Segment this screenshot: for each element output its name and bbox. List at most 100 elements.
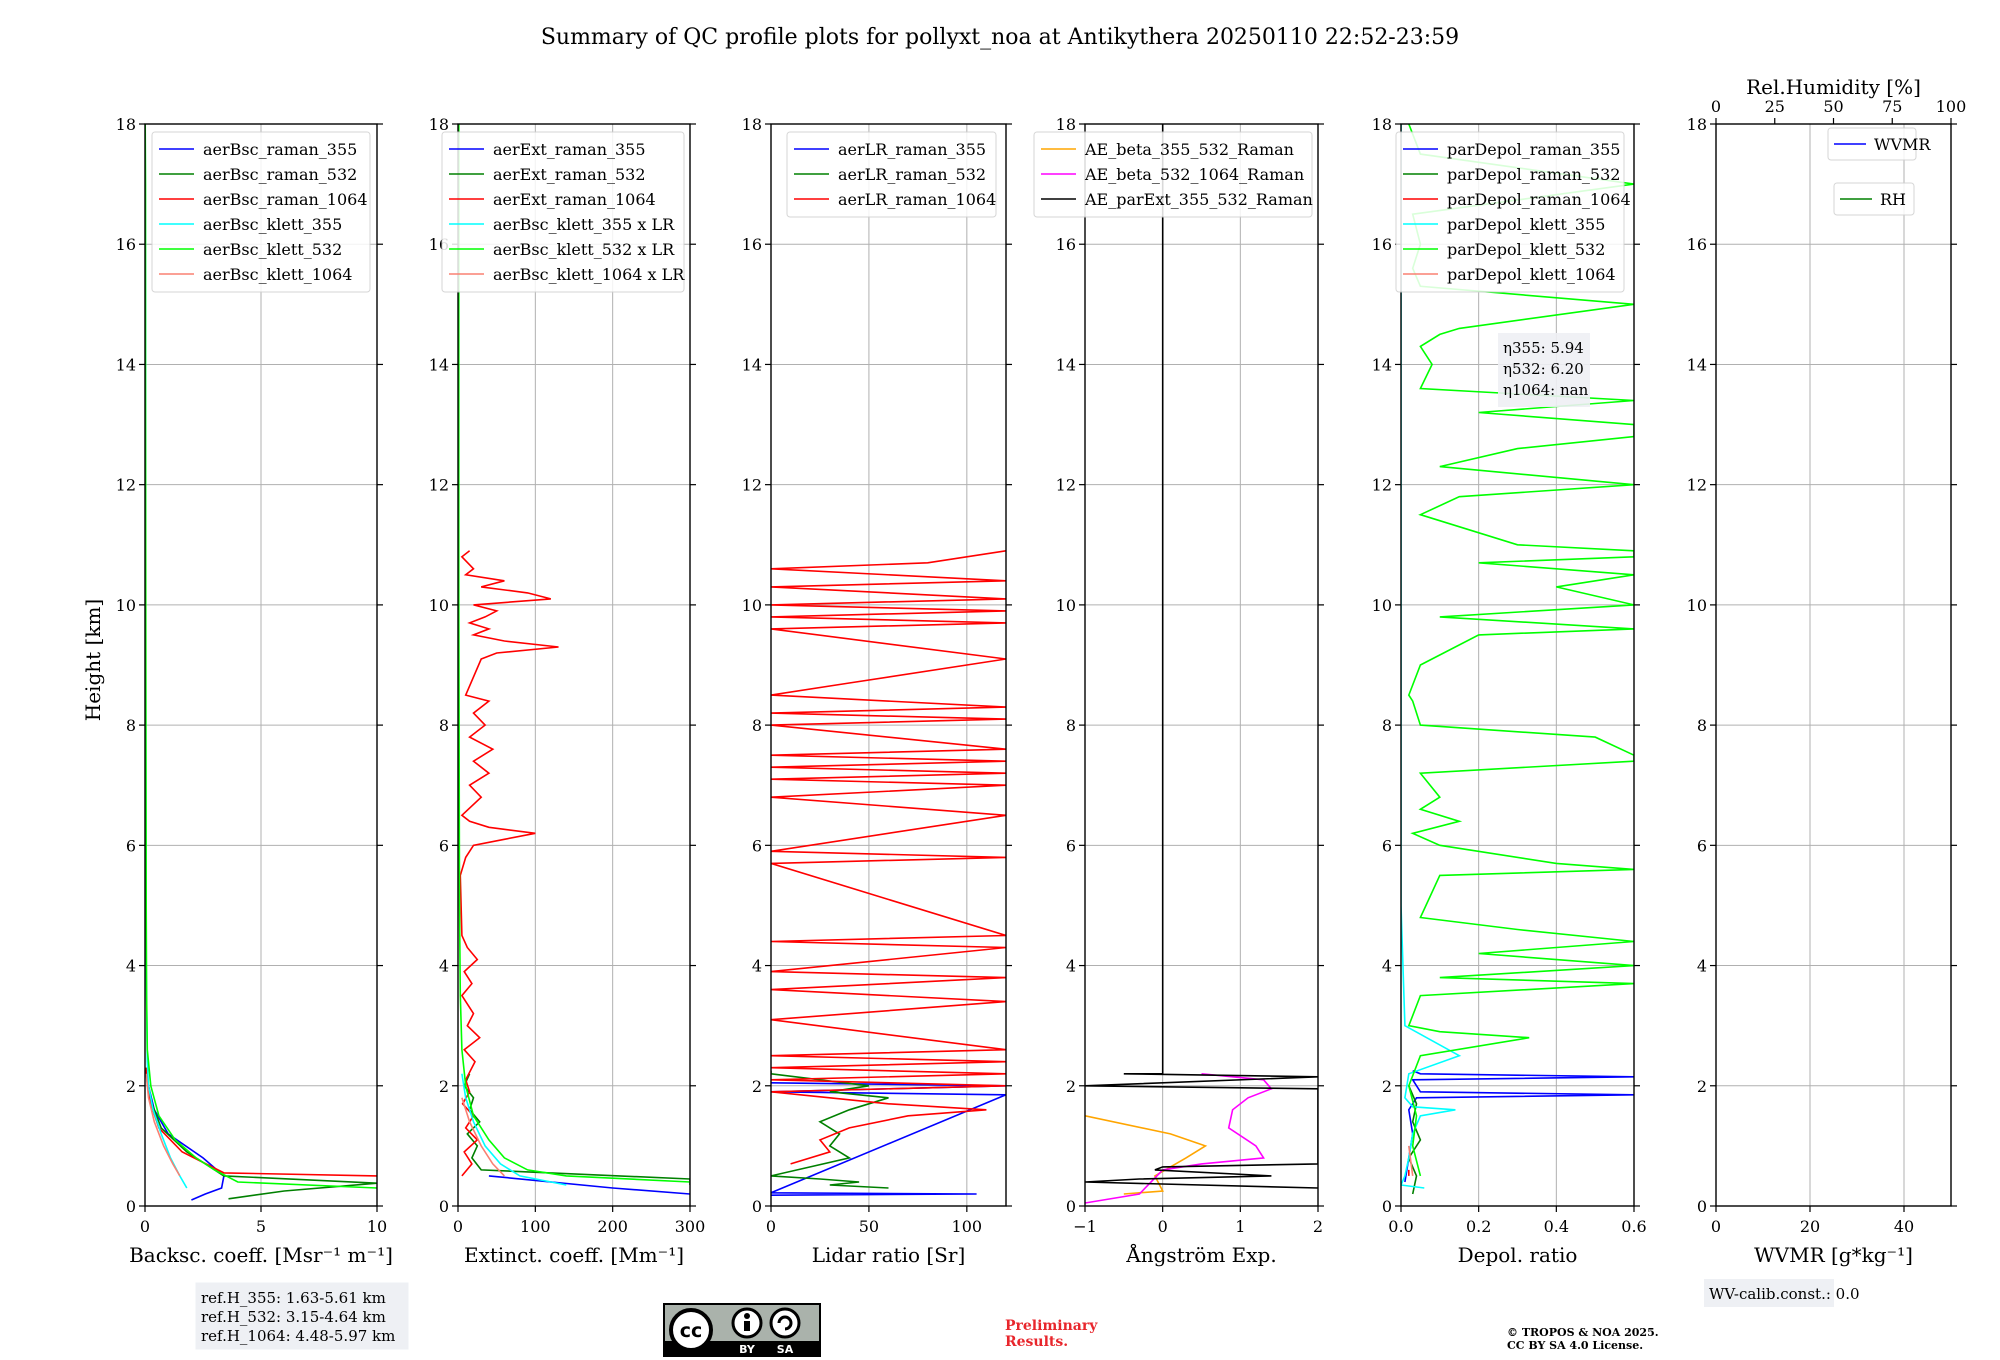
y-axis-label: Height [km]	[81, 599, 105, 721]
ref-height-532: ref.H_532: 3.15-4.64 km	[201, 1308, 386, 1326]
preliminary-line-1: Preliminary	[1005, 1318, 1098, 1334]
y-tick-label: 14	[742, 355, 762, 374]
cc-license-badge: cc BY SA	[663, 1303, 821, 1357]
series-line-aerbsc-raman-355	[145, 1070, 225, 1201]
y-tick-label: 8	[1066, 716, 1076, 735]
legend-label: aerBsc_klett_1064 x LR	[493, 265, 685, 284]
legend-label: aerBsc_klett_355	[203, 215, 342, 234]
wv-calib-text: WV-calib.const.: 0.0	[1709, 1285, 1860, 1303]
series-line-ae-beta-355-532-raman	[1085, 1115, 1208, 1195]
ref-height-1064: ref.H_1064: 4.48-5.97 km	[201, 1327, 395, 1345]
series-line-pardepol-klett-532	[1407, 124, 1634, 1177]
legend-box	[786, 131, 997, 218]
y-tick-label: 10	[1372, 596, 1392, 615]
legend: parDepol_raman_355 parDepol_raman_532 parD…	[1395, 131, 1631, 293]
y-tick-label: 6	[1697, 836, 1707, 855]
x-axis-label: Backsc. coeff. [Msr⁻¹ m⁻¹]	[129, 1243, 393, 1267]
legend-label: parDepol_raman_532	[1447, 165, 1620, 184]
preliminary-line-2: Results.	[1005, 1334, 1068, 1350]
wv-calib-box: WV-calib.const.: 0.0	[1704, 1279, 1860, 1307]
y-tick-label: 12	[429, 476, 449, 495]
series-line-ae-parext-355-532-raman	[1085, 124, 1318, 1189]
x-tick-label: 2	[1313, 1217, 1323, 1236]
legend-label: aerBsc_raman_1064	[203, 190, 368, 209]
legend-label: aerBsc_klett_1064	[203, 265, 352, 284]
badge-sa-label: SA	[777, 1343, 794, 1356]
y-tick-label: 8	[1382, 716, 1392, 735]
x-tick-label: 0	[453, 1217, 463, 1236]
y-tick-label: 18	[742, 115, 762, 134]
legend-box	[151, 131, 371, 293]
legend-box	[1395, 131, 1625, 293]
x-tick-label: 0	[1158, 1217, 1168, 1236]
y-tick-label: 12	[742, 476, 762, 495]
series-line-aerbsc-klett-1064-x-lr	[461, 1097, 505, 1177]
ref-heights-box: ref.H_355: 1.63-5.61 km ref.H_532: 3.15-…	[195, 1282, 409, 1350]
y-tick-label: 12	[1056, 476, 1076, 495]
legend-label: aerExt_raman_1064	[493, 190, 656, 209]
legend-label: aerBsc_klett_532 x LR	[493, 240, 675, 259]
y-tick-label: 18	[1056, 115, 1076, 134]
y-tick-label: 16	[1056, 235, 1076, 254]
y-tick-label: 4	[752, 957, 762, 976]
y-tick-label: 2	[1382, 1077, 1392, 1096]
x-tick-label: 200	[597, 1217, 628, 1236]
legend-label: aerLR_raman_1064	[838, 190, 996, 209]
y-tick-label: 10	[1687, 596, 1707, 615]
legend-box	[1033, 131, 1313, 218]
y-tick-label: 18	[1687, 115, 1707, 134]
y-tick-label: 14	[1687, 355, 1707, 374]
y-tick-label: 8	[752, 716, 762, 735]
x-tick-label: 0	[140, 1217, 150, 1236]
legend-label: aerLR_raman_355	[838, 140, 986, 159]
y-tick-label: 6	[126, 836, 136, 855]
y-tick-label: 0	[126, 1197, 136, 1216]
legend-label: aerBsc_raman_532	[203, 165, 357, 184]
x-tick-label: −1	[1073, 1217, 1097, 1236]
y-tick-label: 18	[429, 115, 449, 134]
x-tick-label: 40	[1894, 1217, 1914, 1236]
y-tick-label: 0	[439, 1197, 449, 1216]
x-tick-label: 0	[1711, 1217, 1721, 1236]
y-tick-label: 14	[1056, 355, 1076, 374]
wv-calib-bg	[1704, 1279, 1834, 1307]
x-tick-label: 10	[367, 1217, 387, 1236]
legend-label: aerLR_raman_532	[838, 165, 986, 184]
y-tick-label: 16	[116, 235, 136, 254]
eta-box: η355: 5.94 η532: 6.20 η1064: nan	[1498, 333, 1590, 407]
legend-label: aerBsc_raman_355	[203, 140, 357, 159]
x-tick-label: 0	[766, 1217, 776, 1236]
y-tick-label: 8	[126, 716, 136, 735]
y-tick-label: 14	[1372, 355, 1392, 374]
x-tick-label: 0.6	[1621, 1217, 1646, 1236]
ref-heights-bg	[195, 1282, 409, 1350]
series-line-aerbsc-klett-355-x-lr	[461, 1073, 567, 1186]
y-tick-label: 14	[429, 355, 449, 374]
sa-icon	[769, 1307, 801, 1339]
y-tick-label: 6	[752, 836, 762, 855]
copyright-line-1: © TROPOS & NOA 2025.	[1507, 1326, 1659, 1339]
x-tick-label: 50	[859, 1217, 879, 1236]
legend: AE_beta_355_532_Raman AE_beta_532_1064_Ra…	[1033, 131, 1313, 218]
series-group	[1401, 124, 1634, 1195]
legend-label: AE_parExt_355_532_Raman	[1084, 190, 1313, 209]
y-tick-label: 10	[742, 596, 762, 615]
legend-label: aerBsc_klett_355 x LR	[493, 215, 675, 234]
y-tick-label: 10	[1056, 596, 1076, 615]
y-tick-label: 14	[116, 355, 136, 374]
legend-box	[1827, 127, 1917, 161]
legend-label: WVMR	[1874, 135, 1931, 154]
y-tick-label: 6	[1382, 836, 1392, 855]
top-x-tick-label: 25	[1765, 97, 1785, 116]
series-group	[1085, 124, 1318, 1204]
x-tick-label: 1	[1235, 1217, 1245, 1236]
x-tick-label: 300	[675, 1217, 706, 1236]
by-icon-body	[744, 1321, 750, 1331]
legend-label: aerExt_raman_532	[493, 165, 646, 184]
legend: WVMR RH	[1827, 127, 1931, 216]
axes-frame	[1400, 123, 1635, 1207]
y-tick-label: 6	[439, 836, 449, 855]
